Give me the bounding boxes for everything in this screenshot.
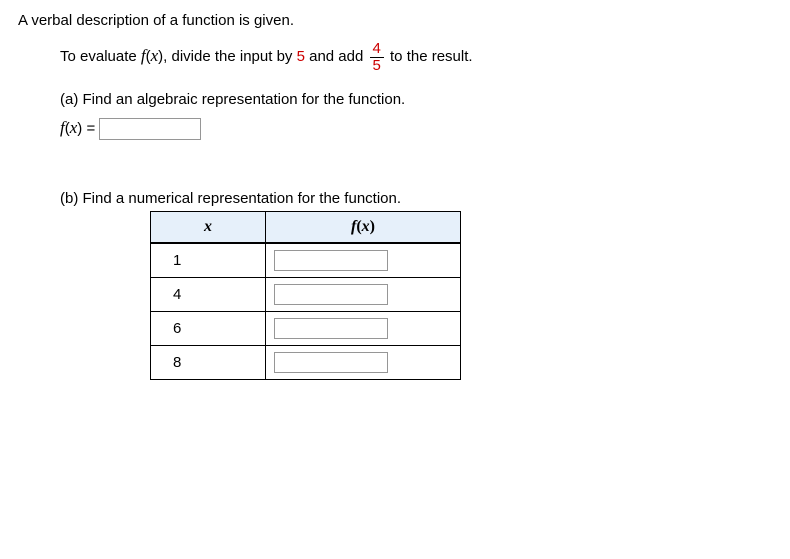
part-b-label: (b) Find a numerical representation for … bbox=[60, 190, 772, 207]
description-line: To evaluate f(x), divide the input by 5 … bbox=[60, 39, 772, 73]
desc-suffix: to the result. bbox=[386, 48, 473, 65]
desc-fraction: 45 bbox=[370, 41, 384, 74]
desc-mid2: and add bbox=[305, 48, 368, 65]
table-row: 8 bbox=[151, 346, 461, 380]
table-row: 6 bbox=[151, 312, 461, 346]
part-a-label: (a) Find an algebraic representation for… bbox=[60, 91, 772, 108]
intro-text: A verbal description of a function is gi… bbox=[18, 12, 772, 29]
table-row: 4 bbox=[151, 278, 461, 312]
fx-cell bbox=[266, 278, 461, 312]
x-cell: 6 bbox=[151, 312, 266, 346]
fx-answer-input[interactable] bbox=[274, 352, 388, 373]
function-table: x f(x) 1 4 6 8 bbox=[150, 211, 461, 380]
desc-mid1: , divide the input by bbox=[163, 48, 296, 65]
desc-divisor: 5 bbox=[297, 48, 305, 65]
x-cell: 8 bbox=[151, 346, 266, 380]
fx-cell bbox=[266, 346, 461, 380]
frac-denominator: 5 bbox=[370, 58, 384, 74]
fx-answer-input[interactable] bbox=[274, 318, 388, 339]
fx-close: ) bbox=[370, 218, 375, 235]
frac-numerator: 4 bbox=[370, 41, 384, 58]
lhs-eq: = bbox=[82, 120, 99, 137]
table-row: 1 bbox=[151, 243, 461, 278]
desc-prefix: To evaluate bbox=[60, 48, 141, 65]
part-a-answer-input[interactable] bbox=[99, 118, 201, 140]
col-x-text: x bbox=[204, 218, 212, 235]
fx-answer-input[interactable] bbox=[274, 250, 388, 271]
table-header-row: x f(x) bbox=[151, 212, 461, 244]
fx-answer-input[interactable] bbox=[274, 284, 388, 305]
part-a-equation: f(x) = bbox=[60, 118, 772, 140]
fx-cell bbox=[266, 312, 461, 346]
x-cell: 1 bbox=[151, 243, 266, 278]
col-header-fx: f(x) bbox=[266, 212, 461, 244]
fx-cell bbox=[266, 243, 461, 278]
fx-var: x bbox=[362, 218, 370, 235]
col-header-x: x bbox=[151, 212, 266, 244]
x-cell: 4 bbox=[151, 278, 266, 312]
